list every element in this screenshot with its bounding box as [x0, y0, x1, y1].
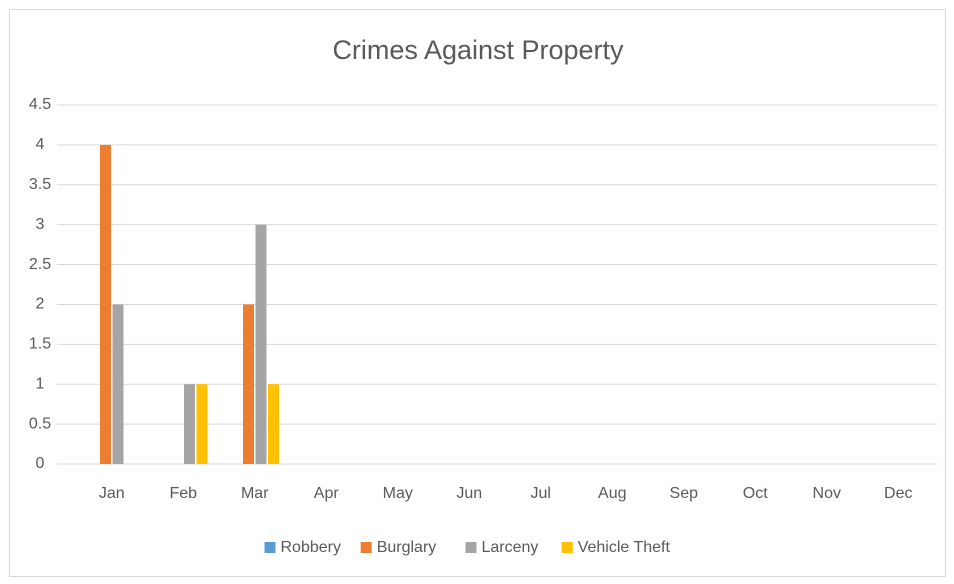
y-tick-label: 4 — [36, 136, 45, 153]
y-tick-label: 0 — [36, 455, 45, 472]
bar — [112, 304, 124, 464]
legend-swatch — [561, 542, 573, 553]
x-tick-label: Jul — [531, 485, 551, 502]
legend-label: Robbery — [281, 539, 341, 556]
y-tick-label: 1 — [36, 375, 45, 392]
y-tick-label: 2.5 — [29, 256, 51, 273]
y-tick-label: 3 — [36, 216, 45, 233]
y-tick-label: 0.5 — [29, 415, 51, 432]
bar — [100, 144, 111, 464]
x-tick-label: Feb — [169, 485, 197, 502]
x-tick-label: Oct — [743, 485, 768, 502]
bar — [243, 304, 254, 464]
x-tick-label: Nov — [813, 485, 841, 502]
legend-label: Burglary — [377, 539, 437, 556]
y-tick-label: 3.5 — [29, 176, 51, 193]
y-tick-label: 1.5 — [29, 336, 51, 353]
bar — [184, 384, 195, 464]
legend-label: Vehicle Theft — [578, 539, 671, 556]
chart-title: Crimes Against Property — [332, 35, 624, 65]
y-tick-label: 4.5 — [29, 96, 51, 113]
bar — [268, 384, 279, 464]
x-tick-label: Apr — [314, 485, 340, 502]
x-tick-label: Aug — [598, 485, 626, 502]
y-tick-label: 2 — [36, 296, 45, 313]
bar — [255, 224, 267, 464]
bar — [196, 384, 208, 464]
legend-swatch — [465, 542, 477, 553]
x-tick-label: May — [383, 485, 413, 502]
x-tick-label: Mar — [241, 485, 269, 502]
x-tick-label: Dec — [884, 485, 912, 502]
x-tick-label: Jan — [99, 485, 125, 502]
legend-swatch — [360, 542, 372, 553]
legend-label: Larceny — [482, 539, 539, 556]
x-tick-label: Sep — [670, 485, 699, 502]
chart-border — [9, 9, 946, 577]
x-tick-label: Jun — [456, 485, 482, 502]
legend-swatch — [264, 542, 276, 553]
